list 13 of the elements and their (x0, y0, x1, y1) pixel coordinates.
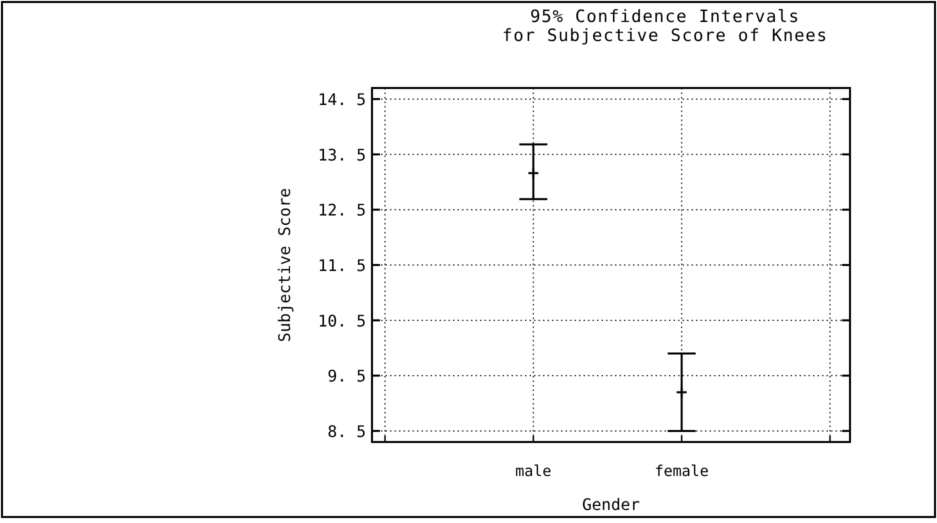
y-tick-label: 13. 5 (318, 145, 366, 164)
y-axis-title: Subjective Score (275, 188, 294, 342)
y-tick-label: 12. 5 (318, 200, 366, 220)
chart-subtitle: for Subjective Score of Knees (502, 26, 828, 46)
y-tick-label: 11. 5 (318, 256, 366, 275)
x-tick-label: male (515, 462, 552, 480)
y-tick-label: 8. 5 (327, 422, 366, 441)
chart-title: 95% Confidence Intervals (530, 7, 800, 27)
y-tick-label: 10. 5 (318, 311, 366, 330)
x-axis-title: Gender (582, 495, 640, 514)
y-tick-label: 14. 5 (318, 90, 366, 110)
y-tick-label: 9. 5 (327, 366, 366, 386)
x-tick-label: female (654, 462, 709, 480)
